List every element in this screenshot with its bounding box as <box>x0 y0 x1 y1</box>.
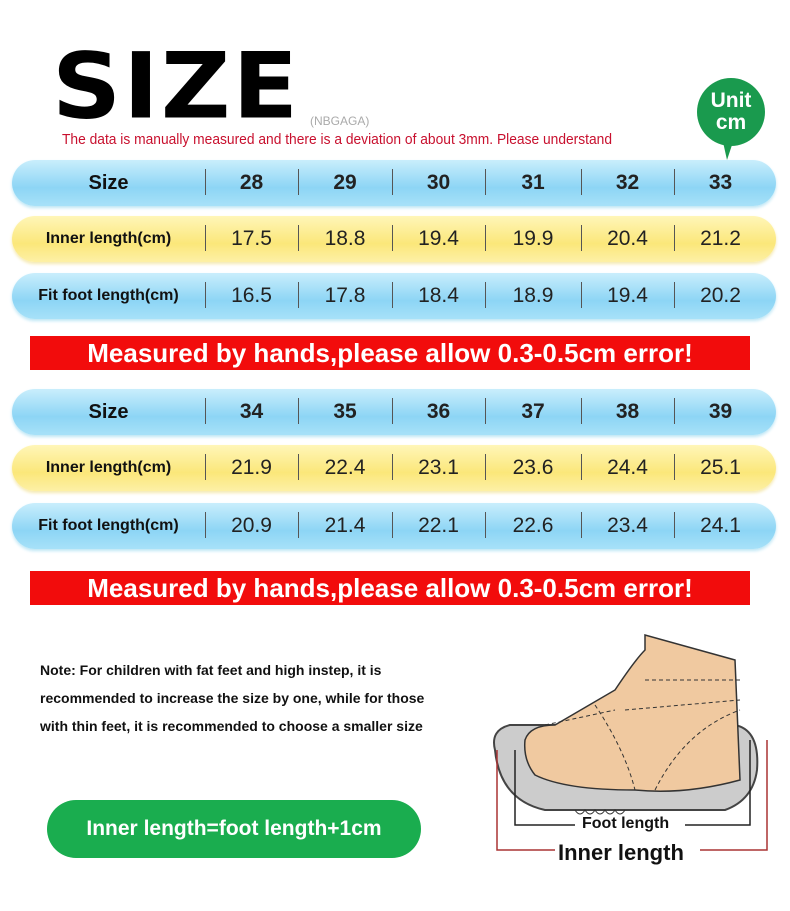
row-label: Fit foot length(cm) <box>38 517 179 534</box>
row-label: Inner length(cm) <box>45 230 172 247</box>
error-warning-banner: Measured by hands,please allow 0.3-0.5cm… <box>30 336 750 370</box>
page-title: SIZE <box>52 32 301 140</box>
size-header-row: Size 34 35 36 37 38 39 <box>12 389 776 435</box>
measure-cell: 16.5 <box>205 282 298 308</box>
size-cell: 29 <box>298 169 392 195</box>
measure-cell: 18.4 <box>392 282 485 308</box>
size-cell: 37 <box>485 398 581 424</box>
measure-cell: 21.4 <box>298 512 392 538</box>
measure-cell: 23.1 <box>392 454 485 480</box>
size-cell: 32 <box>581 169 674 195</box>
measure-cell: 20.2 <box>674 282 767 308</box>
size-cell: 36 <box>392 398 485 424</box>
row-label: Size <box>88 171 129 194</box>
size-cell: 35 <box>298 398 392 424</box>
shoe-tread <box>574 809 626 815</box>
inner-length-label: Inner length <box>558 840 684 865</box>
measure-cell: 17.5 <box>205 225 298 251</box>
brand-label: (NBGAGA) <box>310 114 370 128</box>
measure-cell: 19.9 <box>485 225 581 251</box>
measure-cell: 20.4 <box>581 225 674 251</box>
measure-cell: 24.1 <box>674 512 767 538</box>
size-cell: 31 <box>485 169 581 195</box>
measure-cell: 19.4 <box>581 282 674 308</box>
measure-cell: 18.8 <box>298 225 392 251</box>
size-cell: 33 <box>674 169 767 195</box>
error-warning-banner: Measured by hands,please allow 0.3-0.5cm… <box>30 571 750 605</box>
measure-cell: 21.9 <box>205 454 298 480</box>
measure-cell: 21.2 <box>674 225 767 251</box>
measure-cell: 22.6 <box>485 512 581 538</box>
measure-cell: 22.4 <box>298 454 392 480</box>
table-row: Fit foot length(cm) 20.9 21.4 22.1 22.6 23.4 2… <box>12 503 776 549</box>
row-label: Fit foot length(cm) <box>38 287 179 304</box>
table-row: Fit foot length(cm) 16.5 17.8 18.4 18.9 19.4 2… <box>12 273 776 319</box>
formula-badge: Inner length=foot length+1cm <box>47 800 421 858</box>
table-row: Inner length(cm) 21.9 22.4 23.1 23.6 24.4 25.1 <box>12 445 776 491</box>
size-cell: 28 <box>205 169 298 195</box>
measure-cell: 23.6 <box>485 454 581 480</box>
fit-note: Note: For children with fat feet and hig… <box>40 662 425 734</box>
measure-cell: 19.4 <box>392 225 485 251</box>
measure-cell: 23.4 <box>581 512 674 538</box>
measure-cell: 17.8 <box>298 282 392 308</box>
size-cell: 34 <box>205 398 298 424</box>
foot-dashes <box>544 679 741 791</box>
measure-cell: 25.1 <box>674 454 767 480</box>
measure-cell: 20.9 <box>205 512 298 538</box>
measure-cell: 22.1 <box>392 512 485 538</box>
foot-length-label: Foot length <box>582 815 670 832</box>
unit-label: Unit <box>710 89 752 112</box>
foot-length-bracket <box>514 740 751 826</box>
measure-cell: 24.4 <box>581 454 674 480</box>
row-label: Size <box>88 400 129 423</box>
size-header-row: Size 28 29 30 31 32 33 <box>12 160 776 206</box>
table-row: Inner length(cm) 17.5 18.8 19.4 19.9 20.4 21.2 <box>12 216 776 262</box>
row-label: Inner length(cm) <box>45 459 172 476</box>
shoe-diagram <box>493 634 768 851</box>
unit-value: cm <box>715 111 747 134</box>
size-cell: 39 <box>674 398 767 424</box>
deviation-note: The data is manually measured and there … <box>62 131 613 148</box>
unit-badge: Unit cm <box>697 78 765 160</box>
inner-length-bracket <box>496 740 768 851</box>
size-cell: 30 <box>392 169 485 195</box>
measure-cell: 18.9 <box>485 282 581 308</box>
size-cell: 38 <box>581 398 674 424</box>
foot-shape <box>523 634 741 792</box>
